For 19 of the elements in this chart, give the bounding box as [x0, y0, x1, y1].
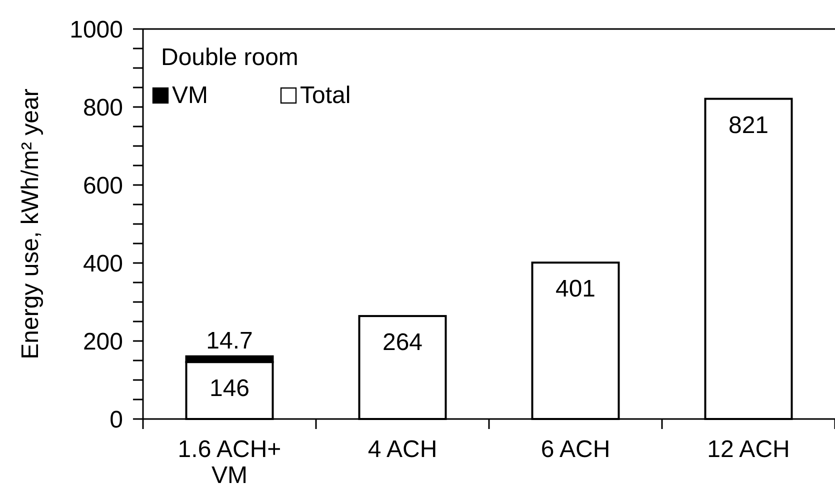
x-tick-label: 1.6 ACH+ VM [178, 436, 282, 489]
y-tick-label: 800 [82, 94, 123, 122]
x-tick-label: 6 ACH [540, 436, 610, 463]
y-tick-label: 200 [82, 328, 123, 356]
legend-label: VM [172, 82, 208, 109]
data-label: 146 [209, 375, 250, 402]
data-label: 264 [382, 329, 423, 356]
data-label: 401 [555, 276, 596, 303]
legend-label: Total [300, 82, 351, 109]
data-label: 14.7 [206, 327, 253, 354]
y-tick-label: 1000 [70, 16, 123, 44]
data-label: 821 [728, 112, 769, 139]
x-tick-label: 12 ACH [707, 436, 790, 463]
y-tick-label: 600 [82, 172, 123, 200]
y-tick-label: 0 [110, 406, 123, 434]
y-axis-title: Energy use, kWh/m² year [17, 88, 44, 360]
x-tick-label: 4 ACH [368, 436, 438, 463]
y-tick-label: 400 [82, 250, 123, 278]
legend-title: Double room [161, 44, 298, 71]
